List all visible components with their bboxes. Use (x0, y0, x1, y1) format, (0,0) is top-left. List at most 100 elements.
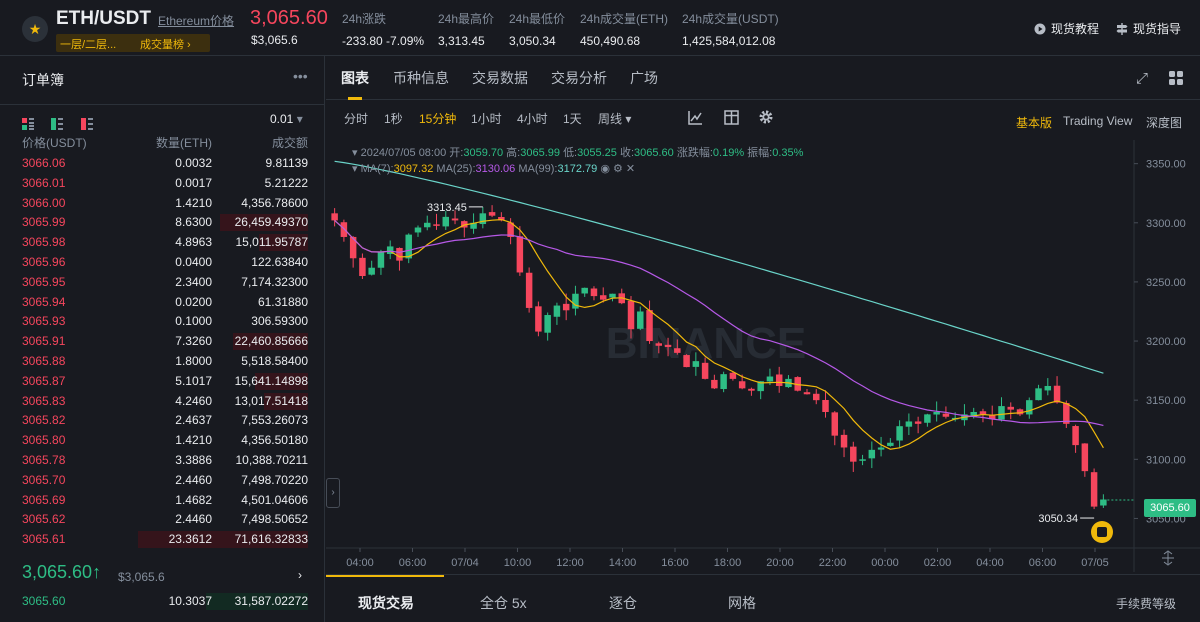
tab-grid[interactable]: 网格 (728, 595, 756, 611)
row-price: 3065.96 (22, 254, 66, 269)
layout-grid-icon[interactable] (1168, 70, 1184, 86)
view-depth[interactable]: 深度图 (1146, 116, 1183, 130)
candle-body (1100, 499, 1107, 506)
precision-select[interactable]: 0.01 ▾ (270, 112, 303, 126)
ask-row[interactable]: 3065.78 3.3886 10,388.70211 (0, 451, 325, 471)
ask-row[interactable]: 3065.82 2.4637 7,553.26073 (0, 411, 325, 431)
tab-trade-data[interactable]: 交易数据 (472, 70, 528, 86)
both-sides-mode-icon[interactable] (22, 117, 34, 130)
ask-row[interactable]: 3065.69 1.4682 4,501.04606 (0, 491, 325, 511)
pair-title: ETH/USDT (56, 8, 151, 29)
x-tick-label: 20:00 (766, 557, 794, 569)
tf-15m[interactable]: 15分钟 (419, 112, 457, 126)
row-amount: 1.4210 (175, 195, 212, 210)
tab-chart[interactable]: 图表 (341, 70, 369, 86)
table-icon[interactable] (724, 110, 739, 125)
tab-trade-analysis[interactable]: 交易分析 (551, 70, 607, 86)
axis-scale-icon[interactable] (1162, 550, 1174, 566)
spot-tutorial-link[interactable]: 现货教程 (1034, 20, 1099, 37)
candle-body (988, 415, 996, 420)
ask-row[interactable]: 3066.06 0.0032 9.81139 (0, 154, 325, 174)
tf-week-dropdown[interactable]: 周线 ▾ (598, 112, 632, 126)
candle-body (433, 224, 440, 226)
ask-row[interactable]: 3065.96 0.0400 122.63840 (0, 253, 325, 273)
tab-square[interactable]: 广场 (630, 70, 658, 86)
settings-icon[interactable]: ⚙ (612, 163, 623, 175)
row-total: 31,587.02272 (234, 594, 308, 608)
tab-coin-info[interactable]: 币种信息 (393, 70, 449, 86)
tab-cross-margin[interactable]: 全仓 5x (480, 595, 527, 611)
candle-body (831, 412, 839, 436)
ask-row[interactable]: 3065.94 0.0200 61.31880 (0, 293, 325, 313)
view-tradingview[interactable]: Trading View (1063, 114, 1133, 128)
order-book: 订单簿 ••• 0.01 ▾ 价格(USDT) 数量(ETH) 成交额 3066… (0, 56, 325, 622)
ask-row[interactable]: 3065.70 2.4460 7,498.70220 (0, 471, 325, 491)
candle-body (340, 222, 348, 237)
eye-icon[interactable]: ◉ (600, 163, 610, 175)
ask-row[interactable]: 3065.80 1.4210 4,356.50180 (0, 431, 325, 451)
tf-1s[interactable]: 1秒 (384, 112, 403, 126)
candlestick-chart[interactable]: BINANCE 3350.00 3300.00 3250.00 3200.00 3150.… (326, 140, 1200, 572)
candle-body (979, 411, 987, 415)
tab-isolated-margin[interactable]: 逐仓 (609, 595, 637, 611)
ask-row[interactable]: 3065.62 2.4460 7,498.50652 (0, 510, 325, 530)
close-icon[interactable]: ✕ (625, 163, 636, 175)
row-price: 3065.91 (22, 334, 66, 349)
row-amount: 0.1000 (175, 314, 212, 329)
tf-4h[interactable]: 4小时 (517, 112, 548, 126)
tab-spot-trade[interactable]: 现货交易 (358, 595, 414, 611)
tf-1h[interactable]: 1小时 (471, 112, 502, 126)
candle-body (840, 434, 848, 448)
indicator-icon[interactable] (688, 110, 703, 125)
ask-row[interactable]: 3066.01 0.0017 5.21222 (0, 174, 325, 194)
ask-row[interactable]: 3065.93 0.1000 306.59300 (0, 312, 325, 332)
spot-guide-link[interactable]: 现货指导 (1116, 20, 1181, 37)
candle-body (331, 213, 338, 221)
candle-body (599, 295, 607, 300)
bids-only-mode-icon[interactable] (51, 117, 64, 130)
candle-body (479, 213, 487, 225)
ask-row[interactable]: 3065.83 4.2460 13,017.51418 (0, 392, 325, 412)
ask-row[interactable]: 3065.98 4.8963 15,011.95787 (0, 233, 325, 253)
row-total: 5.21222 (264, 175, 308, 190)
ask-row[interactable]: 3066.00 1.4210 4,356.78600 (0, 194, 325, 214)
ask-row[interactable]: 3065.88 1.8000 5,518.58400 (0, 352, 325, 372)
candle-body (1026, 400, 1033, 415)
tag-layer[interactable]: 一层/二层... (60, 39, 117, 51)
tf-time[interactable]: 分时 (344, 112, 369, 126)
tag-volume-rank[interactable]: 成交量榜 › (140, 39, 191, 51)
row-price: 3065.62 (22, 512, 66, 527)
ask-row[interactable]: 3065.95 2.3400 7,174.32300 (0, 273, 325, 293)
more-options-icon[interactable]: ••• (293, 68, 308, 84)
candle-body (368, 267, 375, 275)
chevron-right-icon[interactable]: › (298, 568, 302, 582)
ask-row[interactable]: 3065.91 7.3260 22,460.85666 (0, 332, 325, 352)
candle-body (813, 393, 820, 401)
ask-row[interactable]: 3065.99 8.6300 26,459.49370 (0, 213, 325, 233)
candle-body (525, 272, 533, 308)
ask-row[interactable]: 3065.61 23.3612 71,616.32833 (0, 530, 325, 550)
favorite-star-icon[interactable]: ★ (22, 16, 48, 42)
row-amount: 2.4637 (175, 413, 212, 428)
x-tick-label: 18:00 (714, 557, 742, 569)
candle-body (933, 412, 940, 415)
candle-body (1063, 402, 1070, 424)
collapse-handle[interactable]: › (326, 478, 340, 508)
candle-body (1016, 409, 1024, 415)
x-tick-label: 04:00 (976, 557, 1004, 569)
candle-body (859, 459, 866, 461)
settings-gear-icon[interactable] (758, 109, 774, 125)
tf-1d[interactable]: 1天 (563, 112, 582, 126)
low-label: 3050.34 (1038, 513, 1078, 525)
ask-row[interactable]: 3065.87 5.1017 15,641.14898 (0, 372, 325, 392)
pair-info-link[interactable]: Ethereum价格 (158, 14, 235, 28)
fee-level-link[interactable]: 手续费等级 (1116, 597, 1177, 611)
bid-row[interactable]: 3065.60 10.3037 31,587.02272 (0, 592, 325, 612)
asks-only-mode-icon[interactable] (80, 117, 93, 130)
expand-icon[interactable]: ⤢ (1136, 70, 1149, 87)
view-basic[interactable]: 基本版 (1016, 116, 1053, 130)
candle-body (794, 377, 801, 391)
candle-body (1072, 426, 1079, 446)
row-amount: 8.6300 (175, 215, 212, 230)
row-total: 4,356.50180 (241, 433, 308, 448)
